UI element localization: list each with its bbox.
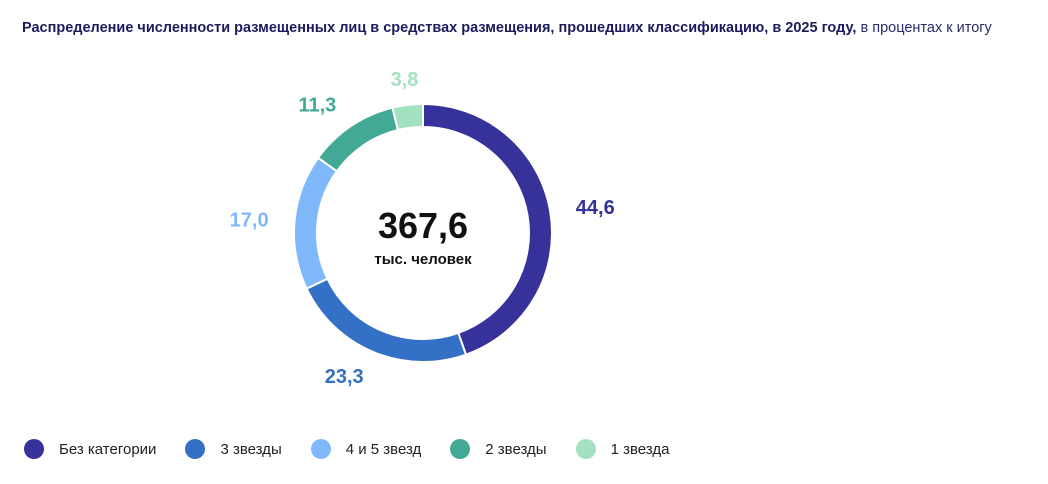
slice-label-4: 11,3 <box>298 95 336 117</box>
legend-label: 1 звезда <box>610 440 670 458</box>
slice-label-1: 44,6 <box>576 197 615 219</box>
slice-label-2: 23,3 <box>325 366 364 388</box>
slice-label-5: 3,8 <box>391 69 419 91</box>
legend-label: 2 звезды <box>485 440 547 458</box>
legend-swatch <box>310 439 331 459</box>
legend-swatch <box>450 439 471 459</box>
center-total-value: 367,6 <box>378 205 468 246</box>
donut-slices <box>293 102 553 363</box>
legend-item-3: 4 и 5 звезд <box>310 439 422 459</box>
donut-slice-4 <box>316 106 400 173</box>
legend-label: 4 и 5 звезд <box>345 440 422 458</box>
donut-slice-3 <box>293 156 339 290</box>
legend-item-1: Без категории <box>24 439 156 459</box>
chart-title-main: Распределение численности размещенных ли… <box>22 20 857 36</box>
chart-legend: Без категории 3 звезды 4 и 5 звезд 2 звезды… <box>24 436 698 462</box>
chart-title: Распределение численности размещенных ли… <box>22 19 1042 37</box>
legend-swatch <box>575 439 596 459</box>
legend-swatch <box>24 439 44 459</box>
slice-labels: 44,6 23,3 17,0 11,3 3,8 <box>230 69 615 388</box>
slice-label-3: 17,0 <box>230 209 269 231</box>
donut-slice-2 <box>305 277 468 363</box>
legend-swatch <box>185 439 206 459</box>
legend-item-5: 1 звезда <box>575 439 670 459</box>
chart-title-unit: в процентах к итогу <box>860 20 992 36</box>
legend-label: 3 звезды <box>220 440 282 458</box>
legend-item-4: 2 звезды <box>450 439 547 459</box>
legend-item-2: 3 звезды <box>185 439 282 459</box>
legend-label: Без категории <box>59 440 157 458</box>
center-total-unit: тыс. человек <box>374 251 472 268</box>
donut-slice-5 <box>391 102 424 132</box>
